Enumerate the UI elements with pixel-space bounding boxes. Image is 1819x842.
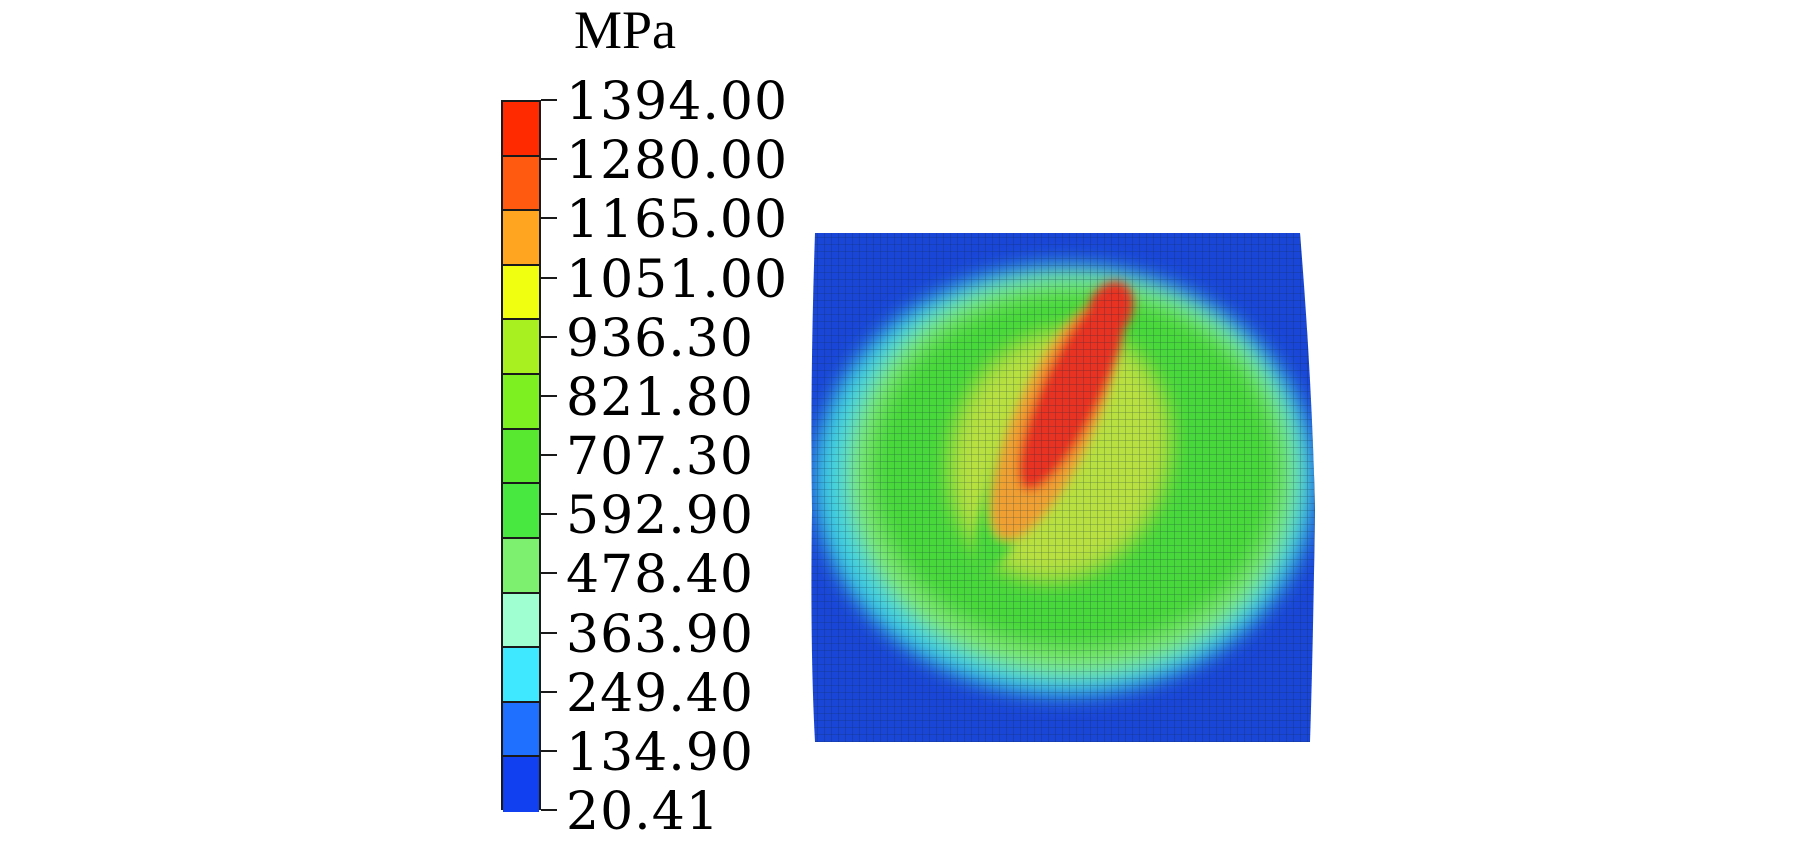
legend-band (503, 702, 539, 758)
legend-tick (541, 572, 557, 575)
legend-tick-label: 1165.00 (566, 190, 789, 251)
mesh-overlay (811, 233, 1316, 742)
legend-tick-label: 1394.00 (566, 72, 789, 132)
legend-tick-label: 707.30 (566, 427, 754, 487)
legend-band (503, 648, 539, 703)
legend-band (503, 538, 539, 594)
legend-tick (541, 454, 557, 456)
legend-band (503, 265, 539, 321)
legend-band (503, 593, 539, 649)
legend-tick (541, 690, 557, 693)
legend-tick-label: 478.40 (566, 545, 754, 606)
legend-band (503, 211, 539, 266)
legend-tick (541, 158, 557, 161)
legend-band (503, 375, 539, 430)
legend-band (503, 484, 539, 539)
legend-tick-label: 1051.00 (566, 249, 789, 310)
legend-tick-label: 821.80 (566, 367, 754, 428)
legend-unit-label: MPa (574, 0, 677, 60)
legend-tick (541, 217, 557, 220)
legend-tick (541, 809, 557, 811)
legend-tick-label: 592.90 (566, 486, 754, 547)
legend-tick (541, 749, 557, 752)
legend-band (503, 757, 539, 812)
legend-tick-label: 20.41 (566, 782, 720, 842)
legend-tick (541, 513, 557, 516)
legend-band (503, 156, 539, 212)
legend-tick-label: 363.90 (566, 604, 754, 665)
legend-tick-label: 936.30 (566, 308, 754, 369)
legend-tick (541, 99, 557, 101)
legend-tick-label: 249.40 (566, 663, 754, 724)
color-legend-bar (501, 100, 541, 812)
stress-contour-plot (811, 233, 1316, 742)
legend-band (503, 102, 539, 157)
legend-tick-label: 134.90 (566, 722, 754, 783)
legend-band (503, 429, 539, 485)
legend-tick (541, 394, 557, 397)
legend-tick (541, 276, 557, 279)
legend-band (503, 320, 539, 376)
legend-tick (541, 335, 557, 338)
legend-tick-label: 1280.00 (566, 131, 789, 192)
legend-tick (541, 631, 557, 634)
